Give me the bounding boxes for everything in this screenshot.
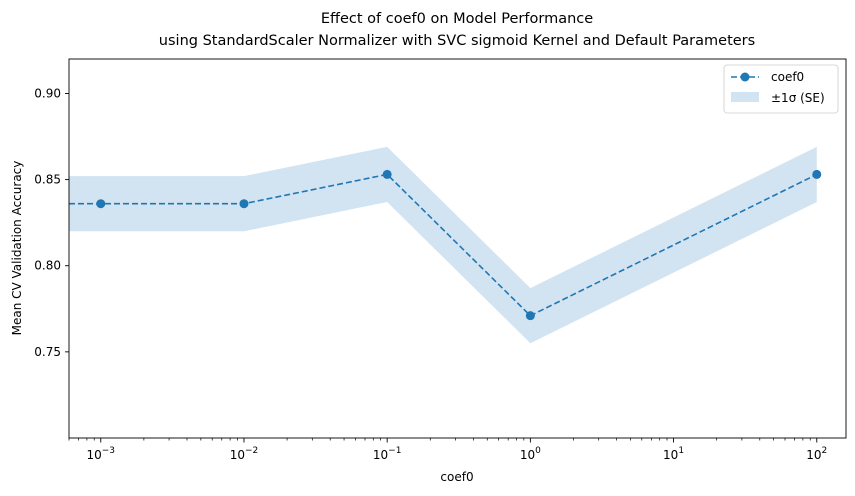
legend-marker-swatch	[740, 72, 750, 82]
x-tick-label: 10−1	[373, 446, 402, 462]
plot-area	[69, 146, 822, 344]
x-tick-label: 10−2	[230, 446, 259, 462]
series-line	[69, 173, 818, 317]
legend-band-label: ±1σ (SE)	[771, 91, 825, 105]
x-tick-label: 10−3	[86, 446, 115, 462]
legend-series-label: coef0	[771, 70, 804, 84]
y-tick-label: 0.75	[34, 345, 61, 359]
legend-band-swatch	[731, 92, 759, 102]
x-tick-label: 101	[663, 446, 684, 462]
chart-subtitle: using StandardScaler Normalizer with SVC…	[159, 33, 755, 49]
legend: coef0 ±1σ (SE)	[723, 64, 839, 114]
plot-frame	[68, 58, 847, 439]
data-point	[96, 199, 106, 209]
x-tick-label: 102	[806, 446, 827, 462]
y-tick-label: 0.80	[34, 259, 61, 273]
data-point	[525, 311, 535, 321]
y-tick-label: 0.90	[34, 86, 61, 100]
x-axis-label: coef0	[440, 470, 473, 484]
x-tick-label: 100	[520, 446, 541, 462]
data-point	[382, 169, 392, 179]
data-point	[812, 169, 822, 179]
y-axis-label: Mean CV Validation Accuracy	[10, 161, 24, 336]
chart-title: Effect of coef0 on Model Performance	[321, 11, 593, 27]
error-band	[69, 146, 817, 344]
data-point	[239, 199, 249, 209]
y-tick-label: 0.85	[34, 173, 61, 187]
